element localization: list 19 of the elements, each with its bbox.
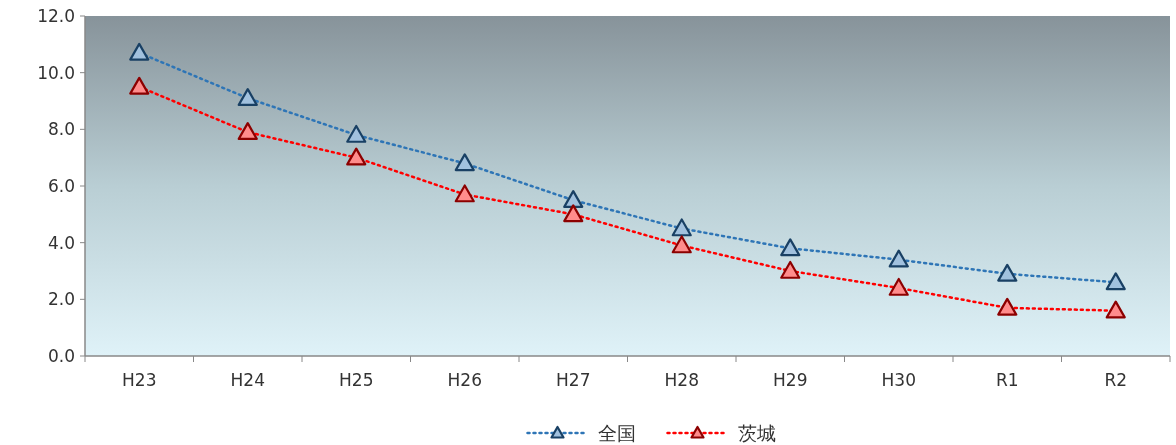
x-tick-label: H26: [447, 370, 482, 390]
x-tick-label: R2: [1104, 370, 1128, 390]
x-tick-label: H29: [773, 370, 808, 390]
y-tick-label: 4.0: [47, 232, 75, 253]
legend-label: 茨城: [737, 422, 776, 444]
legend-label: 全国: [597, 422, 636, 444]
x-tick-label: R1: [995, 370, 1019, 390]
x-tick-label: H23: [122, 370, 157, 390]
y-tick-label: 12.0: [37, 6, 75, 26]
y-tick-label: 6.0: [47, 176, 75, 196]
y-tick-label: 0.0: [47, 346, 75, 366]
y-tick-label: 10.0: [37, 62, 75, 83]
x-tick-label: H30: [881, 370, 916, 390]
x-tick-label: H28: [664, 370, 699, 390]
y-tick-label: 2.0: [47, 289, 75, 310]
x-tick-label: H27: [556, 370, 591, 390]
x-tick-label: H25: [339, 370, 374, 390]
y-tick-label: 8.0: [47, 119, 75, 140]
x-tick-label: H24: [230, 370, 265, 390]
